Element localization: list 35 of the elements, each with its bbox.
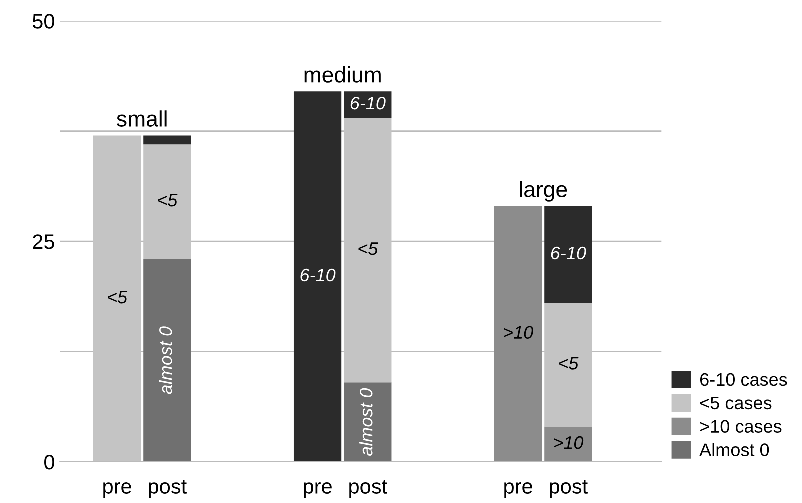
data-label: <5: [559, 357, 579, 370]
x-tick-label: pre: [104, 482, 132, 498]
annotation: medium: [304, 66, 381, 83]
bar: [344, 92, 392, 118]
bar: [344, 382, 392, 462]
bar: [544, 426, 592, 462]
y-tick-label: 25: [33, 234, 54, 250]
data-label: 6-10: [551, 246, 586, 260]
annotation: large: [520, 181, 568, 202]
x-tick-label: post: [350, 480, 388, 498]
data-label: almost 0: [360, 388, 373, 456]
legend-label: 6-10 cases: [700, 373, 788, 386]
data-label: >10: [554, 436, 584, 450]
bar: [144, 136, 192, 145]
y-tick-label: 50: [32, 14, 54, 29]
legend-label: >10 cases: [700, 420, 782, 433]
legend-label: <5 cases: [700, 396, 772, 410]
data-label: >10: [504, 326, 534, 339]
x-tick-label: post: [149, 480, 187, 498]
bar: [494, 206, 542, 462]
annotation: small: [117, 110, 167, 127]
legend-label: Almost 0: [700, 443, 770, 456]
bar: [294, 92, 342, 462]
bar: [544, 206, 592, 304]
x-tick-label: post: [550, 480, 588, 498]
data-label: <5: [108, 291, 128, 304]
data-label: 6-10: [350, 96, 386, 110]
data-label: <5: [158, 194, 178, 207]
x-tick-label: pre: [304, 482, 332, 498]
data-label: 6-10: [300, 268, 336, 282]
data-label: <5: [358, 242, 378, 256]
data-label: almost 0: [159, 326, 172, 394]
bar: [144, 259, 192, 462]
y-tick-label: 0: [44, 455, 54, 470]
x-tick-label: pre: [504, 482, 532, 498]
